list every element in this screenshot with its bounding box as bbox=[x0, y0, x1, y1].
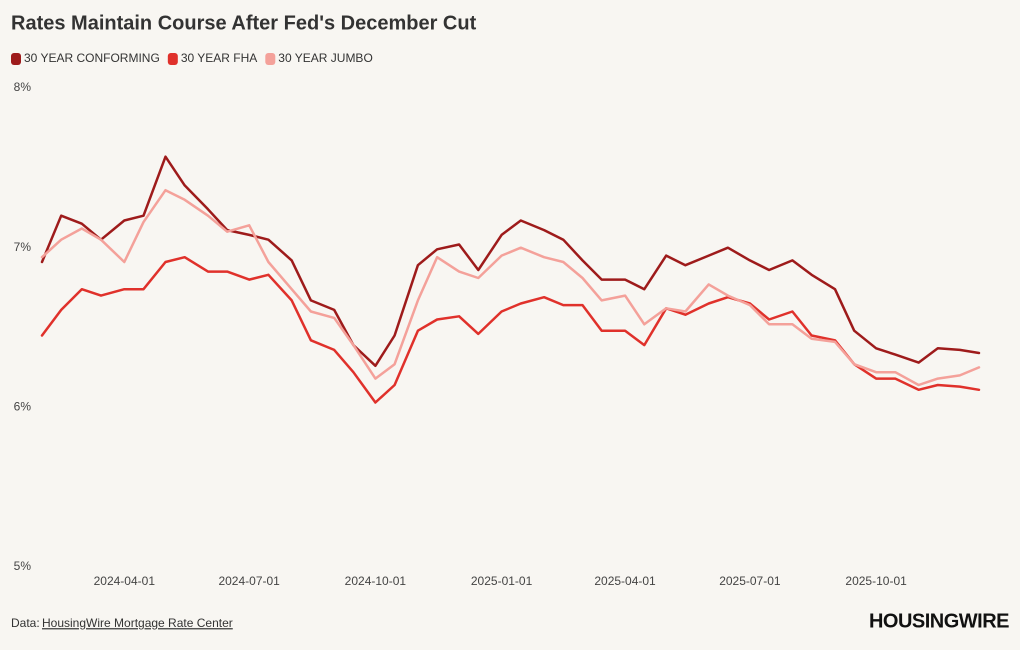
legend-label: 30 YEAR CONFORMING bbox=[24, 51, 160, 65]
y-tick-label: 7% bbox=[14, 240, 32, 254]
x-tick-label: 2025-07-01 bbox=[719, 574, 781, 588]
brand-logo: HOUSINGWIRE bbox=[869, 610, 1009, 632]
x-tick-label: 2024-04-01 bbox=[94, 574, 156, 588]
x-tick-label: 2025-10-01 bbox=[845, 574, 907, 588]
y-tick-label: 5% bbox=[14, 559, 32, 573]
x-tick-label: 2025-01-01 bbox=[471, 574, 533, 588]
source-link[interactable]: HousingWire Mortgage Rate Center bbox=[42, 616, 233, 630]
legend-swatch bbox=[167, 53, 178, 65]
x-tick-label: 2024-07-01 bbox=[218, 574, 280, 588]
legend-swatch bbox=[11, 53, 21, 65]
y-tick-label: 8% bbox=[14, 80, 32, 94]
legend-label: 30 YEAR JUMBO bbox=[278, 51, 372, 65]
source-prefix: Data: bbox=[11, 616, 40, 630]
x-tick-label: 2025-04-01 bbox=[594, 574, 656, 588]
series-line bbox=[40, 255, 981, 404]
chart-title: Rates Maintain Course After Fed's Decemb… bbox=[11, 12, 477, 34]
legend-label: 30 YEAR FHA bbox=[181, 51, 257, 65]
y-tick-label: 6% bbox=[14, 400, 32, 414]
series-line bbox=[40, 188, 981, 387]
series-line bbox=[40, 155, 981, 368]
legend-swatch bbox=[265, 53, 276, 65]
x-tick-label: 2024-10-01 bbox=[345, 574, 407, 588]
